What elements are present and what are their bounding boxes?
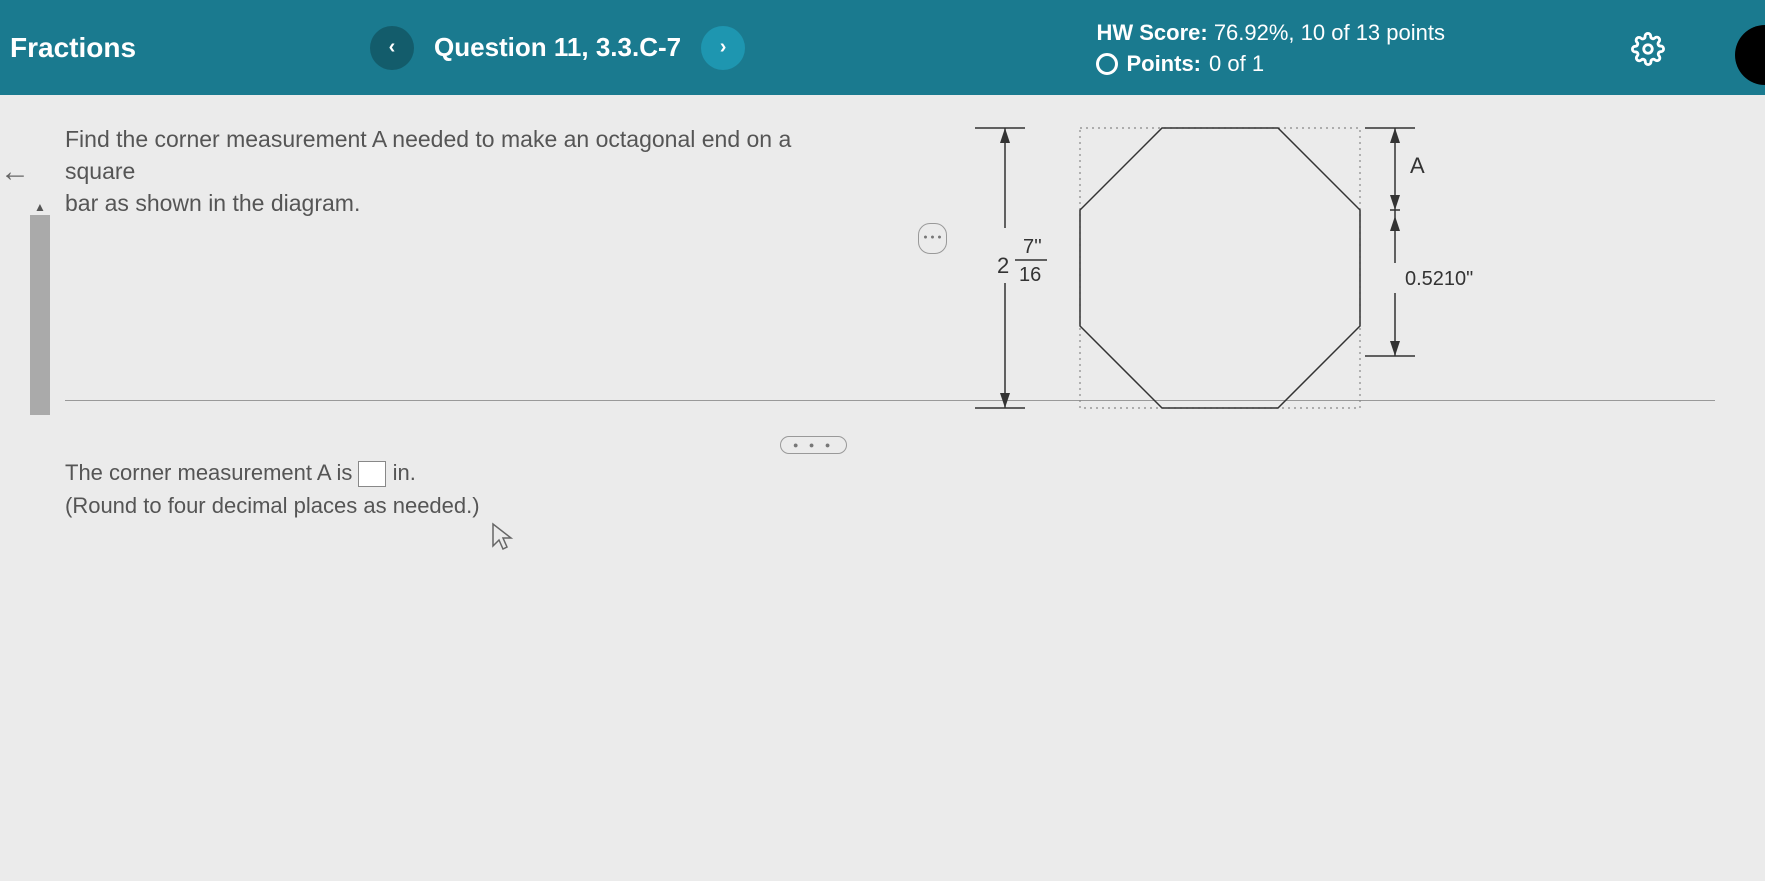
corner-A-label: A <box>1410 153 1425 178</box>
question-text-line2: bar as shown in the diagram. <box>65 190 360 216</box>
chevron-left-icon: ‹ <box>389 36 396 59</box>
points-value: 0 of 1 <box>1209 49 1264 80</box>
answer-prefix: The corner measurement A is <box>65 460 358 485</box>
height-denominator: 16 <box>1019 264 1041 286</box>
height-numerator: 7'' <box>1023 236 1042 258</box>
points-label: Points: <box>1126 49 1201 80</box>
answer-area: The corner measurement A is in. (Round t… <box>65 456 1765 522</box>
answer-hint: (Round to four decimal places as needed.… <box>65 489 1765 522</box>
cursor-icon <box>490 522 514 552</box>
question-area: Find the corner measurement A needed to … <box>65 123 1745 220</box>
question-text-line1: Find the corner measurement A needed to … <box>65 126 791 184</box>
points-icon <box>1096 53 1118 75</box>
question-label: Question 11, 3.3.C-7 <box>434 32 681 63</box>
horizontal-divider-handle[interactable]: ● ● ● <box>780 436 847 454</box>
side-value: 0.5210" <box>1405 268 1473 290</box>
chevron-right-icon: › <box>720 36 727 59</box>
diagram: 2 7'' 16 A <box>935 118 1495 433</box>
side-panel-button[interactable] <box>1735 25 1765 85</box>
settings-button[interactable] <box>1631 32 1665 71</box>
header-bar: Fractions ‹ Question 11, 3.3.C-7 › HW Sc… <box>0 0 1765 95</box>
question-text: Find the corner measurement A needed to … <box>65 123 865 220</box>
gear-icon <box>1631 32 1665 66</box>
answer-suffix: in. <box>393 460 416 485</box>
assignment-title: Fractions <box>0 32 370 64</box>
scrollbar-thumb[interactable] <box>30 215 50 415</box>
next-question-button[interactable]: › <box>701 26 745 70</box>
back-button[interactable]: ← <box>0 155 30 189</box>
answer-line: The corner measurement A is in. <box>65 456 1765 489</box>
score-block: HW Score: 76.92%, 10 of 13 points Points… <box>1096 18 1445 80</box>
answer-input[interactable] <box>358 461 386 487</box>
arrow-left-icon: ← <box>0 155 30 188</box>
hw-score-label: HW Score: <box>1096 20 1207 45</box>
octagon-diagram-svg: 2 7'' 16 A <box>935 118 1495 428</box>
height-whole: 2 <box>997 253 1009 278</box>
question-nav: ‹ Question 11, 3.3.C-7 › <box>370 26 745 70</box>
hw-score-value: 76.92%, 10 of 13 points <box>1208 20 1445 45</box>
content-area: ← ▲ Find the corner measurement A needed… <box>0 95 1765 881</box>
prev-question-button[interactable]: ‹ <box>370 26 414 70</box>
scroll-up-arrow-icon[interactable]: ▲ <box>34 200 46 214</box>
